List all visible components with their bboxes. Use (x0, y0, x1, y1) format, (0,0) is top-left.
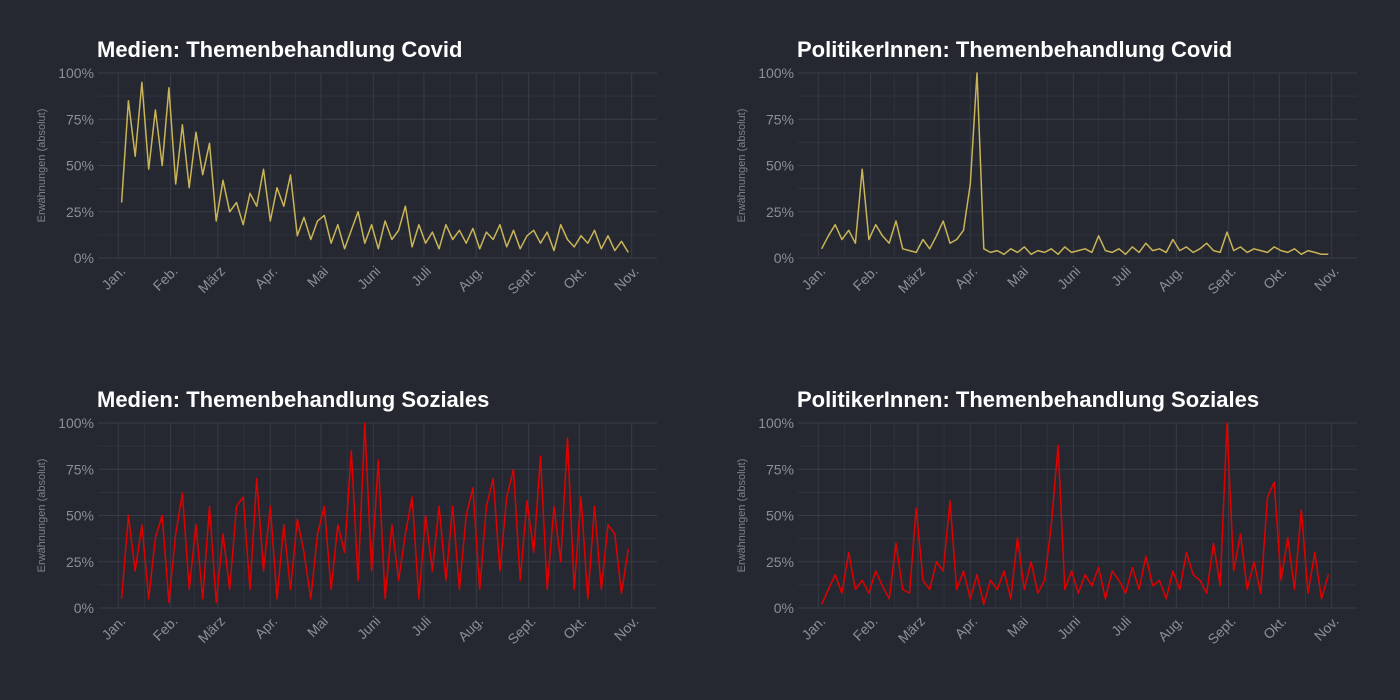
chart-title: Medien: Themenbehandlung Covid (97, 37, 462, 62)
y-tick-label: 75% (66, 461, 94, 477)
chart-title: PolitikerInnen: Themenbehandlung Covid (797, 37, 1232, 62)
chart-title: PolitikerInnen: Themenbehandlung Soziale… (797, 387, 1259, 412)
y-tick-label: 25% (766, 554, 794, 570)
y-tick-label: 25% (66, 204, 94, 220)
y-tick-label: 50% (66, 158, 94, 174)
y-tick-label: 0% (74, 250, 94, 266)
y-tick-label: 100% (758, 415, 794, 431)
y-tick-label: 75% (66, 111, 94, 127)
y-tick-label: 100% (758, 65, 794, 81)
y-tick-label: 100% (58, 65, 94, 81)
y-tick-label: 0% (74, 600, 94, 616)
data-line (820, 72, 1329, 256)
y-tick-label: 75% (766, 111, 794, 127)
y-tick-label: 0% (774, 250, 794, 266)
y-tick-label: 0% (774, 600, 794, 616)
y-tick-label: 50% (766, 158, 794, 174)
y-tick-label: 50% (766, 508, 794, 524)
y-tick-label: 100% (58, 415, 94, 431)
y-axis-label: Erwähnungen (absolut) (36, 459, 48, 573)
chart-panel: Medien: Themenbehandlung Soziales Erwähnu… (36, 387, 657, 647)
y-tick-label: 25% (66, 554, 94, 570)
data-line (120, 422, 630, 604)
data-line (120, 81, 629, 253)
chart-title: Medien: Themenbehandlung Soziales (97, 387, 489, 412)
y-tick-label: 75% (766, 461, 794, 477)
y-axis-label: Erwähnungen (absolut) (736, 109, 748, 223)
chart-panel: Medien: Themenbehandlung Covid Erwähnunge… (36, 37, 657, 297)
y-tick-label: 50% (66, 508, 94, 524)
y-axis-label: Erwähnungen (absolut) (36, 109, 48, 223)
y-axis-label: Erwähnungen (absolut) (736, 459, 748, 573)
data-line (820, 422, 1330, 606)
y-tick-label: 25% (766, 204, 794, 220)
